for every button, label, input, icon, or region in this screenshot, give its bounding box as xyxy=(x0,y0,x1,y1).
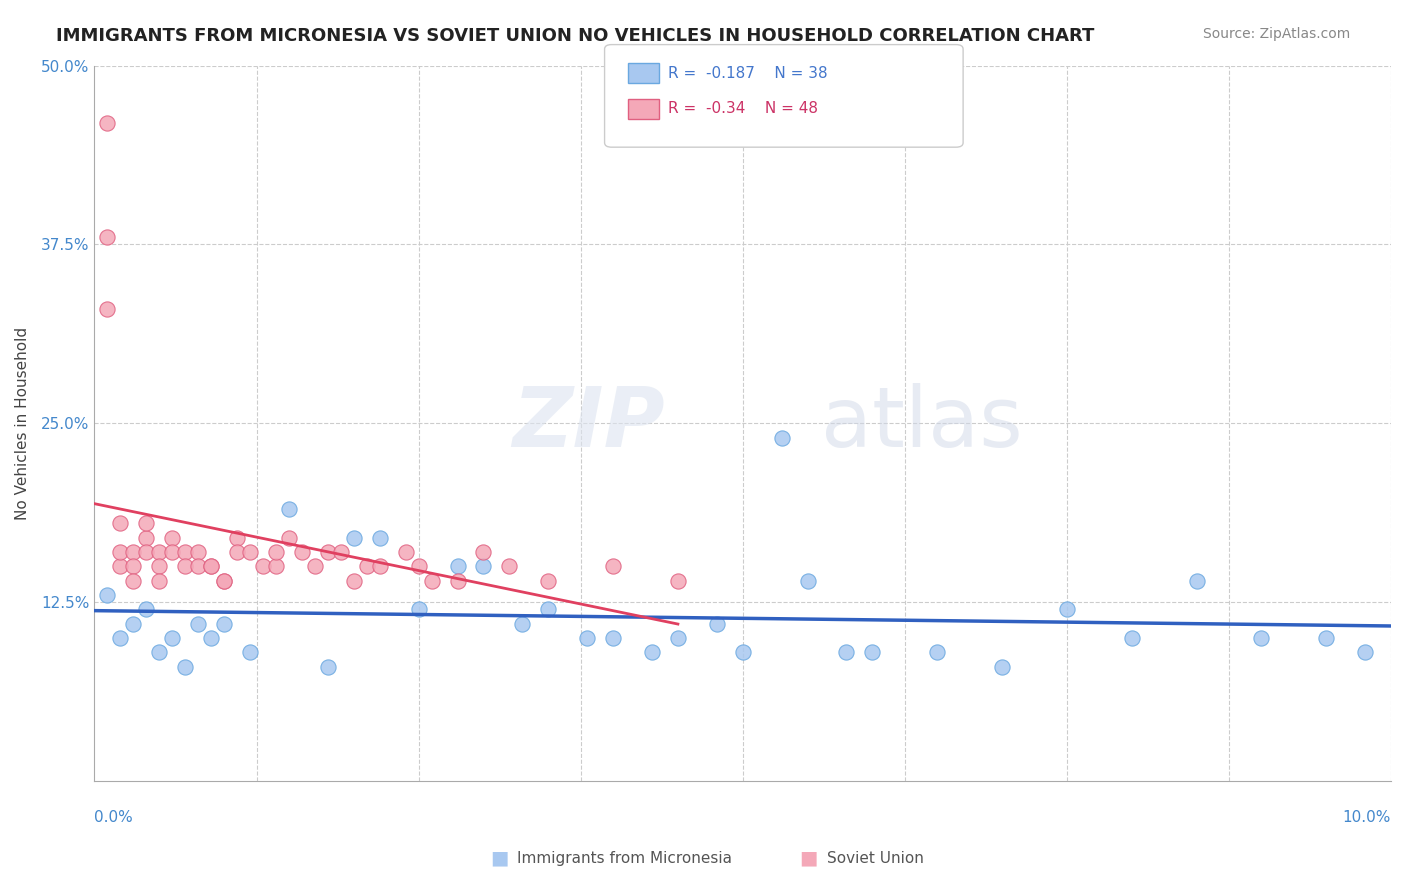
Point xyxy=(446,559,468,574)
Point xyxy=(1250,631,1272,645)
Point xyxy=(148,545,170,559)
Text: 0.0%: 0.0% xyxy=(94,810,134,824)
Point xyxy=(212,574,235,588)
Point xyxy=(641,645,664,659)
Point xyxy=(110,516,132,531)
Point xyxy=(731,645,754,659)
Point xyxy=(110,545,132,559)
Point xyxy=(200,559,222,574)
Point xyxy=(96,301,118,316)
Point xyxy=(356,559,378,574)
Text: IMMIGRANTS FROM MICRONESIA VS SOVIET UNION NO VEHICLES IN HOUSEHOLD CORRELATION : IMMIGRANTS FROM MICRONESIA VS SOVIET UNI… xyxy=(56,27,1095,45)
Point xyxy=(706,616,728,631)
Point xyxy=(264,559,287,574)
Point xyxy=(187,616,209,631)
Point xyxy=(316,545,339,559)
Point xyxy=(135,602,157,616)
Point xyxy=(602,559,624,574)
Point xyxy=(264,545,287,559)
Point xyxy=(162,545,184,559)
Text: Soviet Union: Soviet Union xyxy=(827,851,924,865)
Point xyxy=(408,559,430,574)
Point xyxy=(239,645,262,659)
Point xyxy=(770,431,793,445)
Point xyxy=(472,545,495,559)
Point xyxy=(343,531,366,545)
Point xyxy=(239,545,262,559)
Point xyxy=(135,545,157,559)
Point xyxy=(991,659,1014,673)
Point xyxy=(666,631,689,645)
Text: ■: ■ xyxy=(489,848,509,868)
Point xyxy=(148,574,170,588)
Point xyxy=(174,545,197,559)
Point xyxy=(226,531,249,545)
Point xyxy=(187,545,209,559)
Point xyxy=(472,559,495,574)
Point xyxy=(510,616,533,631)
Text: R =  -0.187    N = 38: R = -0.187 N = 38 xyxy=(668,66,828,80)
Point xyxy=(408,602,430,616)
Point xyxy=(187,559,209,574)
Point xyxy=(498,559,520,574)
Point xyxy=(1315,631,1337,645)
Point xyxy=(304,559,326,574)
Point xyxy=(796,574,818,588)
Point xyxy=(96,588,118,602)
Point xyxy=(576,631,599,645)
Point xyxy=(135,531,157,545)
Point xyxy=(368,559,391,574)
Text: ■: ■ xyxy=(799,848,818,868)
Point xyxy=(666,574,689,588)
Point xyxy=(148,645,170,659)
Text: Source: ZipAtlas.com: Source: ZipAtlas.com xyxy=(1202,27,1350,41)
Point xyxy=(122,559,145,574)
Point xyxy=(135,516,157,531)
Point xyxy=(200,631,222,645)
Point xyxy=(1354,645,1376,659)
Point xyxy=(110,559,132,574)
Point xyxy=(835,645,858,659)
Point xyxy=(96,116,118,130)
Text: 10.0%: 10.0% xyxy=(1343,810,1391,824)
Point xyxy=(927,645,949,659)
Point xyxy=(278,502,301,516)
Point xyxy=(343,574,366,588)
Point xyxy=(291,545,314,559)
Point xyxy=(162,531,184,545)
Text: Immigrants from Micronesia: Immigrants from Micronesia xyxy=(517,851,733,865)
Y-axis label: No Vehicles in Household: No Vehicles in Household xyxy=(15,326,30,520)
Point xyxy=(395,545,418,559)
Point xyxy=(278,531,301,545)
Text: R =  -0.34    N = 48: R = -0.34 N = 48 xyxy=(668,102,818,116)
Point xyxy=(602,631,624,645)
Point xyxy=(1185,574,1208,588)
Point xyxy=(252,559,274,574)
Point xyxy=(368,531,391,545)
Point xyxy=(212,574,235,588)
Point xyxy=(200,559,222,574)
Point xyxy=(212,616,235,631)
Point xyxy=(122,545,145,559)
Point xyxy=(96,230,118,244)
Point xyxy=(162,631,184,645)
Point xyxy=(1121,631,1143,645)
Point xyxy=(446,574,468,588)
Point xyxy=(148,559,170,574)
Point xyxy=(226,545,249,559)
Point xyxy=(1056,602,1078,616)
Point xyxy=(110,631,132,645)
Point xyxy=(537,574,560,588)
Text: ZIP: ZIP xyxy=(512,383,665,464)
Point xyxy=(329,545,352,559)
Point xyxy=(174,559,197,574)
Point xyxy=(316,659,339,673)
Point xyxy=(122,616,145,631)
Point xyxy=(174,659,197,673)
Text: atlas: atlas xyxy=(821,383,1022,464)
Point xyxy=(860,645,883,659)
Point xyxy=(420,574,443,588)
Point xyxy=(537,602,560,616)
Point xyxy=(122,574,145,588)
